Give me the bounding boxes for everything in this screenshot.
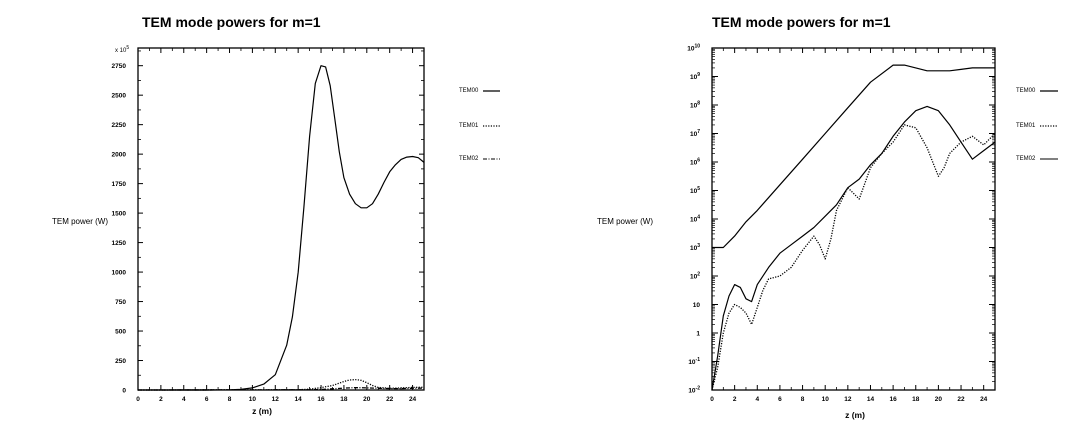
left-ytick-label: 2500 — [112, 93, 127, 100]
left-xtick-label: 2 — [159, 396, 163, 403]
left-xtick-label: 4 — [182, 396, 186, 403]
right-ytick-label: 108 — [690, 101, 700, 110]
left-ytick-label: 500 — [115, 329, 126, 336]
left-xtick-label: 24 — [409, 396, 417, 403]
right-ytick-label: 1 — [696, 331, 700, 338]
left-xtick-label: 10 — [249, 396, 257, 403]
right-xtick-label: 10 — [822, 396, 830, 403]
left-plot-frame — [137, 47, 425, 391]
left-series-tem01 — [137, 378, 425, 391]
left-x-axis-label: z (m) — [252, 406, 272, 416]
left-series-tem00 — [138, 65, 425, 391]
right-ytick-label: 106 — [690, 158, 700, 167]
left-xtick-label: 14 — [295, 396, 303, 403]
right-y-ticks: 10-2 10-1 1 10 102 103 104 105 106 107 108 109 1010 — [687, 44, 995, 395]
right-series-group — [711, 64, 996, 391]
left-xtick-label: 0 — [136, 396, 140, 403]
left-ytick-label: 250 — [115, 358, 126, 365]
left-xtick-label: 22 — [386, 396, 394, 403]
left-ytick-label: 2250 — [112, 122, 127, 129]
log-power-chart: TEM mode powers for m=1 TEM power (W) z … — [597, 14, 1058, 420]
right-xtick-label: 6 — [778, 396, 782, 403]
right-xtick-label: 22 — [957, 396, 965, 403]
right-x-ticks: 0 2 4 6 8 10 12 14 16 18 20 22 24 — [710, 48, 988, 403]
right-chart-title: TEM mode powers for m=1 — [712, 14, 891, 30]
left-chart-title: TEM mode powers for m=1 — [142, 14, 321, 30]
left-series-group — [137, 65, 425, 391]
right-ytick-label: 1010 — [687, 44, 700, 53]
right-ytick-label: 109 — [690, 72, 700, 81]
right-xtick-label: 2 — [733, 396, 737, 403]
left-x-ticks: 0 2 4 6 8 10 12 14 16 18 20 22 24 — [136, 48, 417, 403]
linear-power-chart: TEM mode powers for m=1 TEM power (W) z … — [52, 14, 500, 416]
right-ytick-label: 10 — [693, 302, 701, 309]
right-legend-tem02-label: TEM02 — [1016, 156, 1036, 162]
left-y-multiplier: x 105 — [115, 45, 129, 54]
right-series-tem00 — [712, 64, 995, 249]
right-ytick-label: 103 — [690, 243, 700, 252]
left-ytick-label: 2000 — [112, 152, 127, 159]
left-xtick-label: 6 — [205, 396, 209, 403]
left-xtick-label: 16 — [317, 396, 325, 403]
left-ytick-label: 750 — [115, 299, 126, 306]
right-y-axis-label: TEM power (W) — [597, 217, 653, 226]
left-ytick-label: 2750 — [112, 63, 127, 70]
left-y-axis-label: TEM power (W) — [52, 217, 108, 226]
left-series-tem02 — [137, 386, 425, 391]
right-xtick-label: 20 — [935, 396, 943, 403]
left-legend-tem02-label: TEM02 — [459, 156, 479, 162]
right-xtick-label: 16 — [890, 396, 898, 403]
right-xtick-label: 4 — [755, 396, 759, 403]
right-ytick-label: 10-1 — [688, 357, 700, 366]
left-ytick-label: 1750 — [112, 181, 127, 188]
right-xtick-label: 18 — [912, 396, 920, 403]
left-ytick-label: 1500 — [112, 211, 127, 218]
left-ytick-label: 1250 — [112, 240, 127, 247]
right-xtick-label: 14 — [867, 396, 875, 403]
right-xtick-label: 0 — [710, 396, 714, 403]
left-y-ticks: 0 250 500 750 1000 1250 1500 1750 2000 2250 2500 27… — [112, 50, 424, 395]
right-plot-frame — [711, 47, 996, 391]
right-x-axis-label: z (m) — [845, 410, 865, 420]
left-legend: TEM00 TEM01 TEM02 — [459, 88, 500, 162]
right-xtick-label: 12 — [844, 396, 852, 403]
right-legend-tem00-label: TEM00 — [1016, 88, 1036, 94]
left-legend-tem01-label: TEM01 — [459, 123, 479, 129]
right-legend: TEM00 TEM01 TEM02 — [1016, 88, 1058, 162]
left-ytick-label: 0 — [122, 388, 126, 395]
left-xtick-label: 18 — [340, 396, 348, 403]
left-legend-tem00-label: TEM00 — [459, 88, 479, 94]
left-ytick-label: 1000 — [112, 270, 127, 277]
left-xtick-label: 8 — [228, 396, 232, 403]
left-xtick-label: 12 — [272, 396, 280, 403]
right-ytick-label: 105 — [690, 186, 700, 195]
right-ytick-label: 102 — [690, 272, 700, 281]
right-ytick-label: 104 — [690, 215, 700, 224]
right-ytick-label: 107 — [690, 129, 700, 138]
right-xtick-label: 24 — [980, 396, 988, 403]
right-series-tem01 — [711, 124, 996, 391]
right-ytick-label: 10-2 — [688, 386, 700, 395]
right-xtick-label: 8 — [801, 396, 805, 403]
left-xtick-label: 20 — [363, 396, 371, 403]
right-legend-tem01-label: TEM01 — [1016, 123, 1036, 129]
right-series-tem02 — [711, 105, 996, 391]
